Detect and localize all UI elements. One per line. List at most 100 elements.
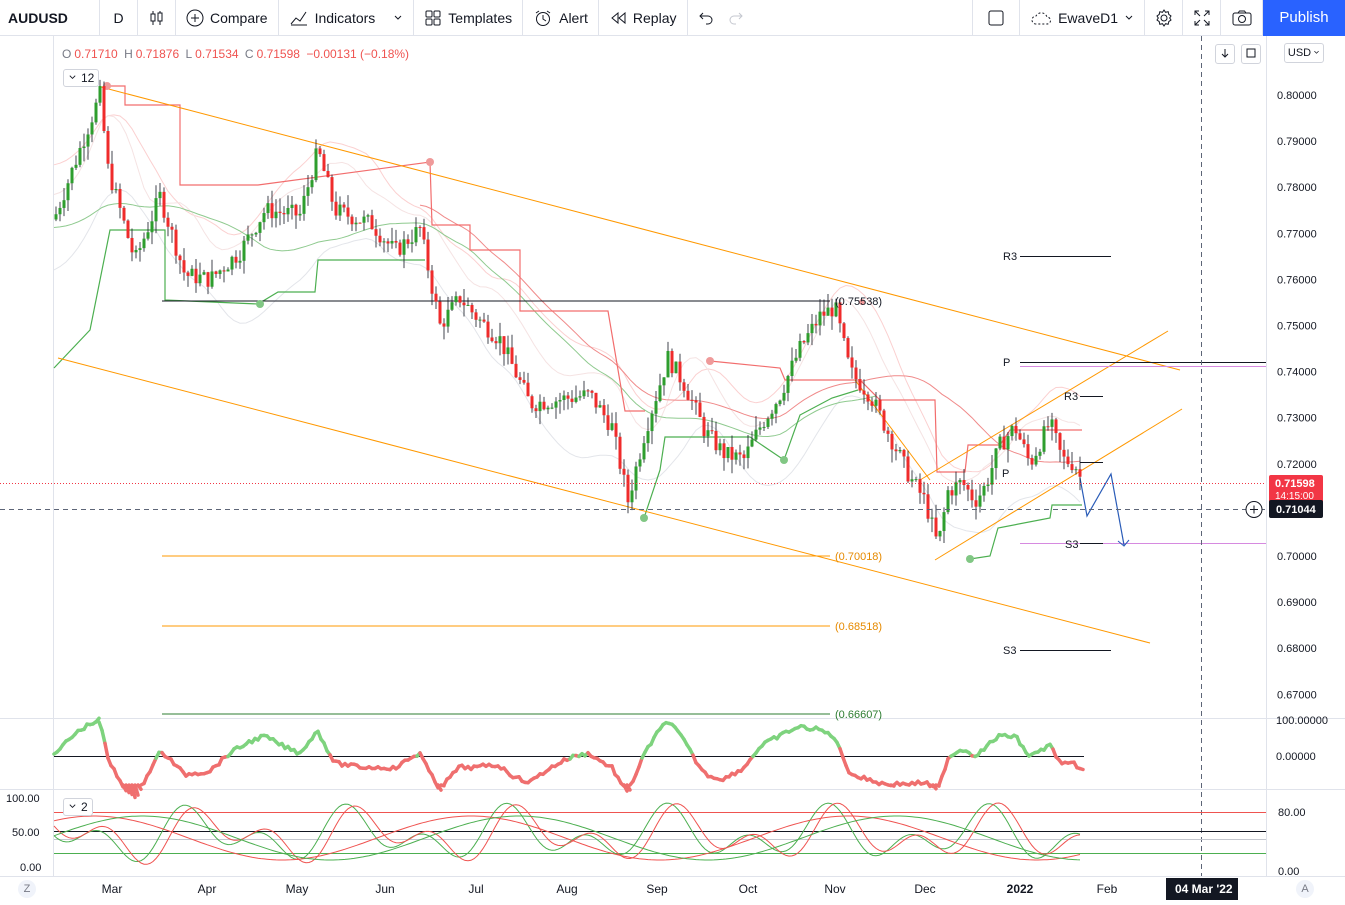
candle: [650, 410, 654, 445]
time-tick-label: Oct: [739, 882, 758, 896]
candle: [254, 231, 258, 237]
forecast-arrow-icon: [1117, 539, 1130, 547]
chevron-down-icon: [393, 13, 403, 23]
candle: [278, 198, 282, 226]
candle: [822, 299, 826, 326]
candle: [258, 221, 262, 242]
candle: [310, 174, 314, 194]
channel-lower-line[interactable]: [57, 357, 1151, 644]
candle: [218, 269, 222, 279]
candle: [246, 225, 250, 245]
fullscreen-button[interactable]: [1183, 0, 1221, 36]
candle: [834, 298, 838, 318]
chevron-down-icon: [1313, 47, 1320, 59]
settings-button[interactable]: [1145, 0, 1183, 36]
candle: [754, 415, 758, 442]
candle: [894, 443, 898, 461]
templates-button[interactable]: Templates: [414, 0, 524, 36]
candle: [838, 298, 842, 333]
undo-icon[interactable]: [698, 10, 714, 26]
candle: [746, 434, 750, 469]
candle: [598, 400, 602, 408]
time-tick-label: Jun: [375, 882, 394, 896]
candle: [994, 447, 998, 480]
compare-button[interactable]: Compare: [176, 0, 279, 36]
down-leg-line[interactable]: [854, 379, 931, 481]
change-value: −0.00131 (−0.18%): [306, 47, 410, 61]
pane-maximize-button[interactable]: [1241, 44, 1261, 64]
candle: [850, 346, 854, 379]
channel-upper-line[interactable]: [100, 86, 1181, 371]
time-tick-label: Aug: [556, 882, 577, 896]
price-tick-label: 0.78000: [1277, 182, 1317, 194]
candle: [418, 225, 422, 237]
pivot-low-marker: [780, 456, 788, 464]
interval-button[interactable]: D: [100, 0, 138, 36]
symbol-label: AUDUSD: [8, 9, 68, 26]
candle: [266, 195, 270, 219]
chart-canvas[interactable]: (0.75538) (0.70018) (0.68518) (0.66607) …: [0, 36, 1345, 905]
candle: [222, 266, 226, 283]
candle: [562, 390, 566, 411]
candle: [1014, 417, 1018, 441]
pane-move-down-button[interactable]: [1215, 44, 1235, 64]
drawings-layer[interactable]: [57, 82, 1266, 715]
candle: [342, 202, 346, 213]
alert-button[interactable]: Alert: [523, 0, 599, 36]
snapshot-button[interactable]: [1221, 0, 1263, 36]
candle: [874, 392, 878, 413]
top-toolbar: AUDUSD D Compare Indicators: [0, 0, 1345, 36]
lower-indicators-badge[interactable]: 2: [63, 798, 93, 816]
candle: [642, 435, 646, 463]
candle: [626, 469, 630, 514]
candle: [806, 324, 810, 346]
candle: [334, 191, 338, 220]
scale-a-button[interactable]: A: [1296, 880, 1314, 898]
trailing-stop-line-red: [108, 85, 1082, 473]
scale-z-button[interactable]: Z: [18, 880, 36, 898]
osc2-right-tick: 80.00: [1278, 807, 1306, 819]
currency-selector[interactable]: USD: [1284, 43, 1324, 63]
candle: [630, 479, 634, 511]
candle: [790, 347, 794, 382]
pivot-label-r3: R3: [1003, 251, 1017, 263]
publish-button[interactable]: Publish: [1263, 0, 1345, 36]
time-tick-label: May: [286, 882, 309, 896]
price-scale[interactable]: 0.80000 0.79000 0.78000 0.77000 0.76000 0.750…: [1277, 90, 1317, 701]
candle: [654, 391, 658, 423]
indicator-count: 2: [81, 800, 88, 814]
candle: [454, 291, 458, 306]
time-scale[interactable]: Mar Apr May Jun Jul Aug Sep Oct Nov Dec 2022 Feb: [102, 882, 1118, 896]
level-label: (0.70018): [835, 551, 882, 563]
crosshair-price-label-bg: [1269, 500, 1323, 518]
candle: [1066, 449, 1070, 468]
price-tick-label: 0.74000: [1277, 367, 1317, 379]
candle: [438, 296, 442, 325]
candle: [550, 403, 554, 410]
candle: [466, 297, 470, 307]
plus-icon: [1250, 505, 1258, 514]
candle: [422, 218, 426, 245]
candle: [414, 217, 418, 247]
rising-channel-lower[interactable]: [934, 408, 1183, 561]
replay-button[interactable]: Replay: [599, 0, 688, 36]
rising-channel-upper[interactable]: [919, 330, 1169, 481]
layout-menu-button[interactable]: EwaveD1: [1020, 0, 1145, 36]
candle: [714, 421, 718, 455]
chart-style-button[interactable]: [138, 0, 176, 36]
fullscreen-toggle-button[interactable]: [972, 0, 1021, 36]
candle: [478, 316, 482, 328]
layout-name: EwaveD1: [1058, 9, 1118, 26]
candle: [662, 377, 666, 396]
indicators-label: Indicators: [314, 9, 376, 26]
candle: [78, 141, 82, 168]
candle: [442, 318, 446, 340]
redo-icon[interactable]: [728, 10, 744, 26]
symbol-search-button[interactable]: AUDUSD: [0, 0, 100, 36]
indicators-button[interactable]: Indicators: [279, 0, 415, 36]
open-value: 0.71710: [74, 47, 118, 61]
candle: [154, 185, 158, 234]
indicators-collapse-badge[interactable]: 12: [63, 69, 100, 87]
candle: [282, 206, 286, 225]
